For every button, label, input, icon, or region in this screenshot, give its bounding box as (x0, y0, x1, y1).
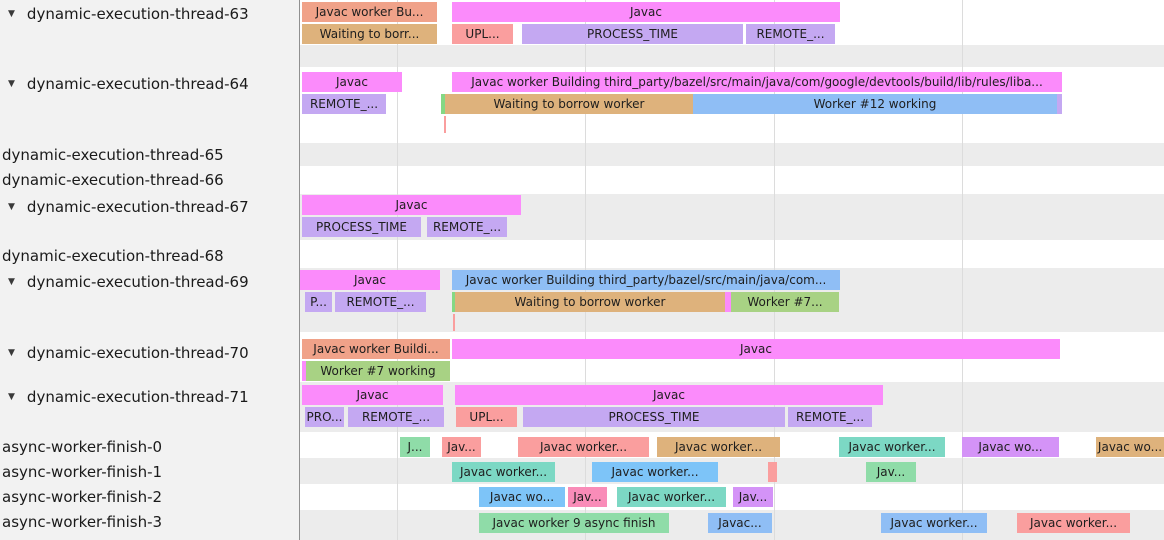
thread-name-label: dynamic-execution-thread-68 (2, 247, 224, 265)
trace-event-tick[interactable] (444, 116, 446, 133)
trace-event-bar[interactable]: Javac (302, 385, 443, 405)
trace-event-bar[interactable]: REMOTE_... (746, 24, 835, 44)
trace-event-sliver[interactable] (768, 462, 777, 482)
trace-event-bar[interactable]: Javac wo... (1096, 437, 1164, 457)
row-background-band (300, 484, 1164, 510)
trace-event-bar[interactable]: PRO... (305, 407, 344, 427)
thread-name-label: async-worker-finish-3 (2, 513, 163, 531)
row-background-band (300, 45, 1164, 67)
trace-event-bar[interactable]: Javac worker... (839, 437, 945, 457)
trace-event-bar[interactable]: Javac worker... (592, 462, 718, 482)
thread-name-label: dynamic-execution-thread-64 (26, 75, 249, 93)
thread-row-dynamic-execution-thread-68: dynamic-execution-thread-68 (0, 246, 224, 266)
trace-event-bar[interactable]: Javac (302, 72, 402, 92)
thread-row-dynamic-execution-thread-71[interactable]: ▼ dynamic-execution-thread-71 (0, 387, 249, 407)
thread-name-label: dynamic-execution-thread-71 (26, 388, 249, 406)
thread-row-dynamic-execution-thread-63[interactable]: ▼ dynamic-execution-thread-63 (0, 4, 249, 24)
timeline-canvas: Javac worker Bu... Javac Waiting to borr..… (300, 0, 1164, 540)
trace-event-bar[interactable]: Javac worker Building third_party/bazel/… (452, 270, 840, 290)
trace-event-bar[interactable]: REMOTE_... (302, 94, 386, 114)
trace-event-bar[interactable]: Javac worker... (657, 437, 780, 457)
trace-event-sliver[interactable] (302, 361, 306, 381)
trace-event-bar[interactable]: UPL... (452, 24, 513, 44)
thread-row-async-worker-finish-2: async-worker-finish-2 (0, 487, 162, 507)
trace-event-bar[interactable]: Javac worker 9 async finish (479, 513, 669, 533)
trace-event-bar[interactable]: J... (400, 437, 430, 457)
collapse-triangle-icon: ▼ (8, 79, 15, 89)
trace-event-sliver[interactable] (725, 292, 731, 312)
trace-event-bar[interactable]: Worker #7 working (306, 361, 450, 381)
trace-event-bar[interactable]: Waiting to borrow worker (445, 94, 693, 114)
trace-event-bar[interactable]: PROCESS_TIME (302, 217, 421, 237)
thread-name-label: async-worker-finish-0 (2, 438, 163, 456)
collapse-triangle-icon: ▼ (8, 277, 15, 287)
trace-event-bar[interactable]: REMOTE_... (427, 217, 507, 237)
trace-event-bar[interactable]: Javac (452, 339, 1060, 359)
trace-event-bar[interactable]: PROCESS_TIME (523, 407, 785, 427)
trace-event-bar[interactable]: Waiting to borr... (302, 24, 437, 44)
trace-event-bar[interactable]: Javac worker... (617, 487, 726, 507)
trace-event-bar[interactable]: Jav... (442, 437, 481, 457)
trace-event-bar[interactable]: Javac worker... (518, 437, 649, 457)
thread-name-label: dynamic-execution-thread-70 (26, 344, 249, 362)
trace-event-bar[interactable]: Worker #7... (731, 292, 839, 312)
thread-row-dynamic-execution-thread-64[interactable]: ▼ dynamic-execution-thread-64 (0, 74, 249, 94)
thread-name-label: dynamic-execution-thread-67 (26, 198, 249, 216)
trace-event-bar[interactable]: Javac worker... (452, 462, 555, 482)
thread-row-dynamic-execution-thread-66: dynamic-execution-thread-66 (0, 170, 224, 190)
thread-labels-panel: ▼ dynamic-execution-thread-63 ▼ dynamic-exe… (0, 0, 300, 540)
trace-event-bar[interactable]: P... (305, 292, 332, 312)
trace-event-bar[interactable]: Javac worker... (1017, 513, 1130, 533)
trace-event-bar[interactable]: PROCESS_TIME (522, 24, 743, 44)
thread-name-label: dynamic-execution-thread-65 (2, 146, 224, 164)
row-background-band (300, 240, 1164, 268)
thread-row-dynamic-execution-thread-69[interactable]: ▼ dynamic-execution-thread-69 (0, 272, 249, 292)
row-background-band (300, 143, 1164, 166)
thread-row-dynamic-execution-thread-70[interactable]: ▼ dynamic-execution-thread-70 (0, 343, 249, 363)
thread-row-async-worker-finish-3: async-worker-finish-3 (0, 512, 162, 532)
trace-event-bar[interactable]: Javac worker Buildi... (302, 339, 450, 359)
thread-name-label: async-worker-finish-1 (2, 463, 163, 481)
row-background-band (300, 458, 1164, 484)
trace-event-bar[interactable]: Worker #12 working (693, 94, 1057, 114)
trace-event-bar[interactable]: Javac wo... (962, 437, 1059, 457)
time-gridline (962, 0, 963, 540)
trace-event-bar[interactable]: Javac worker Bu... (302, 2, 437, 22)
trace-event-bar[interactable]: Javac wo... (479, 487, 565, 507)
trace-event-tick[interactable] (453, 314, 455, 331)
trace-event-bar[interactable]: Jav... (866, 462, 916, 482)
thread-name-label: dynamic-execution-thread-66 (2, 171, 224, 189)
thread-row-dynamic-execution-thread-67[interactable]: ▼ dynamic-execution-thread-67 (0, 197, 249, 217)
trace-event-bar[interactable]: Javac... (708, 513, 772, 533)
trace-event-sliver[interactable] (441, 94, 445, 114)
trace-event-bar[interactable]: Javac (300, 270, 440, 290)
trace-event-bar[interactable]: REMOTE_... (335, 292, 426, 312)
collapse-triangle-icon: ▼ (8, 202, 15, 212)
collapse-triangle-icon: ▼ (8, 348, 15, 358)
collapse-triangle-icon: ▼ (8, 392, 15, 402)
thread-row-async-worker-finish-1: async-worker-finish-1 (0, 462, 162, 482)
collapse-triangle-icon: ▼ (8, 9, 15, 19)
row-background-band (300, 166, 1164, 194)
trace-event-bar[interactable]: Javac (452, 2, 840, 22)
trace-event-bar[interactable]: REMOTE_... (348, 407, 444, 427)
thread-name-label: async-worker-finish-2 (2, 488, 163, 506)
trace-event-sliver[interactable] (1057, 94, 1062, 114)
trace-event-bar[interactable]: Javac (455, 385, 883, 405)
trace-event-bar[interactable]: Jav... (568, 487, 607, 507)
thread-name-label: dynamic-execution-thread-63 (26, 5, 249, 23)
thread-name-label: dynamic-execution-thread-69 (26, 273, 249, 291)
trace-event-bar[interactable]: Javac worker... (881, 513, 987, 533)
trace-event-bar[interactable]: Waiting to borrow worker (455, 292, 725, 312)
trace-event-bar[interactable]: REMOTE_... (788, 407, 872, 427)
trace-event-bar[interactable]: Jav... (733, 487, 773, 507)
trace-event-bar[interactable]: UPL... (456, 407, 517, 427)
trace-event-bar[interactable]: Javac (302, 195, 521, 215)
trace-event-sliver[interactable] (452, 292, 455, 312)
trace-event-bar[interactable]: Javac worker Building third_party/bazel/… (452, 72, 1062, 92)
thread-row-dynamic-execution-thread-65: dynamic-execution-thread-65 (0, 145, 224, 165)
thread-row-async-worker-finish-0: async-worker-finish-0 (0, 437, 162, 457)
